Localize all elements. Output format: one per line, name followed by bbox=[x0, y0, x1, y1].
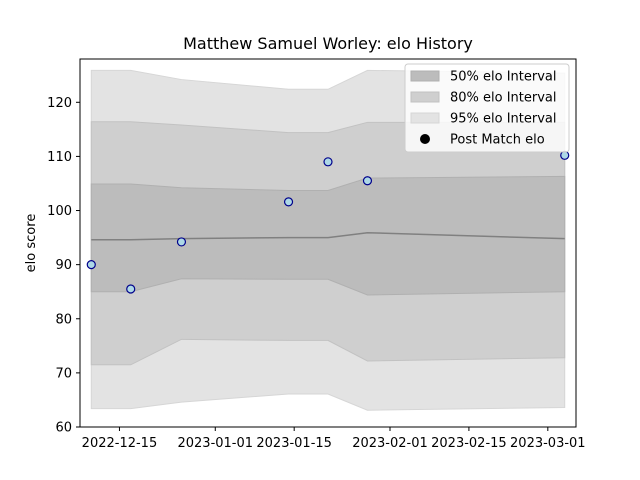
x-tick-label: 2023-02-01 bbox=[352, 436, 428, 451]
legend-marker-post-match-elo bbox=[420, 134, 430, 144]
post-match-points bbox=[86, 150, 570, 294]
mean-line-layer bbox=[91, 231, 565, 241]
band-50-elo-interval bbox=[90, 175, 566, 296]
legend-swatch-95-elo-interval bbox=[410, 112, 440, 124]
x-tick-label: 2023-01-01 bbox=[177, 436, 253, 451]
legend-label: 95% elo Interval bbox=[450, 112, 557, 127]
y-tick-label: 80 bbox=[55, 312, 72, 327]
y-tick-label: 90 bbox=[55, 258, 72, 273]
legend: 50% elo Interval 80% elo Interval 95% elo … bbox=[404, 63, 570, 153]
y-axis-ticks: 60 70 80 90 100 110 120 bbox=[47, 96, 80, 436]
y-tick-label: 110 bbox=[47, 150, 72, 165]
post-match-point bbox=[126, 284, 136, 294]
post-match-point bbox=[362, 176, 373, 186]
x-tick-label: 2023-02-15 bbox=[431, 436, 507, 451]
legend-label: 50% elo Interval bbox=[450, 70, 557, 85]
post-match-point bbox=[283, 197, 294, 207]
legend-swatch-80-elo-interval bbox=[410, 91, 440, 103]
legend-swatch-50-elo-interval bbox=[410, 70, 440, 82]
y-tick-label: 100 bbox=[47, 204, 72, 219]
y-tick-label: 70 bbox=[55, 366, 72, 381]
x-tick-label: 2023-03-01 bbox=[510, 436, 586, 451]
x-tick-label: 2022-12-15 bbox=[82, 436, 158, 451]
legend-label: Post Match elo bbox=[450, 133, 545, 148]
y-tick-label: 120 bbox=[47, 96, 72, 111]
post-match-point bbox=[560, 150, 570, 160]
chart-title: Matthew Samuel Worley: elo History bbox=[183, 34, 473, 53]
legend-label: 80% elo Interval bbox=[450, 91, 557, 106]
x-tick-label: 2023-01-15 bbox=[256, 436, 332, 451]
y-axis-label: elo score bbox=[24, 214, 39, 273]
post-match-point bbox=[86, 260, 96, 270]
x-axis-ticks: 2022-12-15 2023-01-01 2023-01-15 2023-02-01… bbox=[82, 427, 586, 451]
legend-box bbox=[404, 63, 570, 153]
mean-elo-line bbox=[91, 231, 565, 241]
plot-frame bbox=[79, 58, 577, 428]
post-match-point bbox=[176, 237, 187, 247]
interval-bands bbox=[90, 69, 566, 411]
y-tick-label: 60 bbox=[55, 421, 72, 436]
post-match-point bbox=[323, 157, 333, 167]
